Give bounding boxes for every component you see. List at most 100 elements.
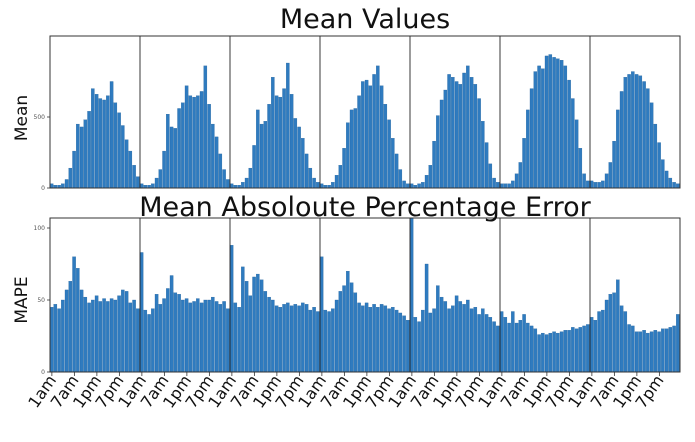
mean-bar <box>166 114 170 189</box>
mape-bar <box>252 276 256 373</box>
mean-bar <box>203 65 208 189</box>
mean-bar <box>593 182 598 189</box>
mape-bar <box>259 279 264 373</box>
mean-bar <box>638 75 643 189</box>
mean-bar <box>357 95 361 189</box>
mean-bar <box>627 74 631 189</box>
mape-bar <box>91 299 95 373</box>
mape-bar <box>361 305 365 373</box>
mean-bar <box>102 99 106 189</box>
mean-values-title: Mean Values <box>280 4 450 35</box>
mean-bar <box>406 183 410 189</box>
mean-bar <box>301 138 305 189</box>
mean-bar <box>207 104 211 189</box>
mape-bar <box>214 301 219 373</box>
mean-bar <box>184 85 189 189</box>
mean-bar <box>248 167 253 189</box>
mean-bar <box>151 183 155 189</box>
mape-bar <box>668 327 673 373</box>
mape-bar <box>469 308 474 373</box>
mape-bar <box>364 302 369 373</box>
mape-bar <box>623 311 628 373</box>
mape-bar <box>514 322 519 373</box>
mape-bar <box>94 295 99 373</box>
mean-bar <box>271 77 275 189</box>
mape-bar <box>244 281 249 373</box>
mean-bar <box>83 119 88 189</box>
mape-bar <box>199 302 204 373</box>
mape-bar <box>173 292 178 373</box>
mean-bar <box>447 74 451 189</box>
mean-bar <box>451 77 455 189</box>
mape-bar <box>301 302 305 373</box>
mape-bar <box>349 282 354 373</box>
mean-values-ylabel: Mean <box>12 95 32 141</box>
mean-bar <box>484 142 489 189</box>
mean-bar <box>552 57 556 189</box>
mean-bar <box>469 77 474 189</box>
mean-bar <box>64 179 69 189</box>
mape-bar <box>267 296 271 373</box>
mape-bar <box>139 252 144 373</box>
mape-bar <box>87 302 91 373</box>
mean-bar <box>109 81 114 189</box>
mean-bar <box>267 104 271 189</box>
mean-bar <box>582 173 586 189</box>
mape-bar <box>608 294 613 373</box>
mean-bar <box>113 102 118 189</box>
mape-bar <box>263 291 268 373</box>
mape-bar <box>601 309 605 373</box>
mape-bar <box>372 304 376 373</box>
mape-bar <box>451 305 455 373</box>
mean-bar <box>518 162 523 189</box>
mape-bar <box>672 325 676 373</box>
mape-bar <box>319 256 324 373</box>
mean-bar <box>222 169 226 189</box>
mean-bar <box>454 81 459 189</box>
mape-bar <box>657 331 661 373</box>
mean-bar <box>226 179 230 189</box>
mape-bar <box>184 298 189 373</box>
mean-bar <box>196 95 200 189</box>
mape-bar <box>218 304 223 373</box>
mape-bar <box>383 305 388 373</box>
mean-bar <box>466 65 470 189</box>
mean-values-panel: Mean Values Mean 0 500 <box>12 4 681 192</box>
mean-bar <box>181 102 185 189</box>
mean-bar <box>394 153 399 189</box>
mape-bar <box>192 301 196 373</box>
mape-bar <box>398 312 403 373</box>
mape-ytick-label: 100 <box>34 225 46 232</box>
mean-bar <box>124 139 129 189</box>
mape-bar <box>334 299 339 373</box>
mean-bar <box>597 182 601 189</box>
mean-bar <box>559 60 564 189</box>
mape-bar <box>327 311 331 373</box>
mape-bar <box>417 321 421 373</box>
mape-bar <box>529 325 534 373</box>
mean-bar <box>259 123 264 189</box>
mean-bar <box>589 180 594 189</box>
mean-bar <box>289 94 294 189</box>
mape-bar <box>151 308 155 373</box>
mean-bar <box>169 126 174 189</box>
mape-bar <box>454 295 459 373</box>
mean-bar <box>214 136 219 189</box>
mean-bar <box>529 88 534 189</box>
mape-bar <box>124 291 129 373</box>
mean-bar <box>297 126 301 189</box>
mape-bar <box>582 325 586 373</box>
mape-bar <box>413 317 418 373</box>
mape-bar <box>578 327 583 373</box>
mean-bar <box>361 81 365 189</box>
mean-bar <box>402 180 406 189</box>
mape-bar <box>394 309 399 373</box>
mape-yticks: 0 50 100 <box>34 225 50 376</box>
mean-bar <box>98 98 103 189</box>
mean-bar <box>443 89 448 189</box>
mape-bar <box>484 314 489 373</box>
mean-bar <box>353 108 358 189</box>
mape-bar <box>72 256 76 373</box>
mape-bar <box>616 279 620 373</box>
mean-bar <box>319 183 324 189</box>
